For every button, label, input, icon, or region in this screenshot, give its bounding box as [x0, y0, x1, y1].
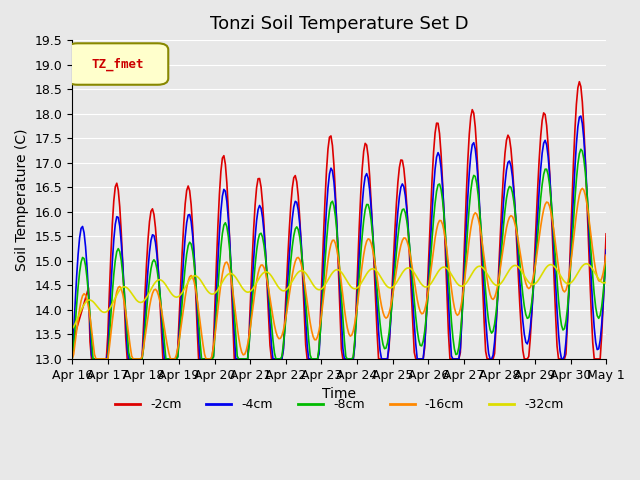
-16cm — [254, 270, 262, 276]
-32cm — [302, 270, 310, 276]
FancyBboxPatch shape — [67, 43, 168, 85]
X-axis label: Time: Time — [322, 387, 356, 401]
-2cm — [303, 356, 311, 362]
-2cm — [247, 292, 255, 298]
Text: TZ_fmet: TZ_fmet — [92, 58, 144, 71]
-32cm — [245, 289, 253, 295]
-32cm — [227, 271, 235, 276]
-8cm — [68, 356, 76, 362]
Line: -2cm: -2cm — [72, 82, 606, 359]
-16cm — [579, 185, 586, 191]
Line: -16cm: -16cm — [72, 188, 606, 359]
-2cm — [88, 356, 95, 362]
-16cm — [245, 333, 253, 338]
-4cm — [245, 339, 253, 345]
-2cm — [575, 79, 583, 84]
-2cm — [602, 231, 610, 237]
-2cm — [574, 85, 582, 91]
Line: -4cm: -4cm — [72, 116, 606, 359]
-16cm — [134, 356, 141, 362]
-4cm — [302, 316, 310, 322]
-32cm — [134, 298, 141, 304]
-8cm — [245, 341, 253, 347]
-2cm — [229, 320, 237, 326]
-4cm — [573, 141, 580, 147]
-2cm — [256, 176, 264, 181]
-4cm — [227, 269, 235, 275]
-8cm — [302, 299, 310, 305]
-16cm — [602, 252, 610, 258]
Legend: -2cm, -4cm, -8cm, -16cm, -32cm: -2cm, -4cm, -8cm, -16cm, -32cm — [110, 394, 568, 417]
-4cm — [68, 356, 76, 362]
-16cm — [68, 356, 76, 362]
-32cm — [254, 277, 262, 283]
-32cm — [573, 273, 580, 278]
-2cm — [135, 356, 143, 362]
-8cm — [577, 146, 585, 152]
-32cm — [68, 326, 76, 332]
-8cm — [573, 177, 580, 182]
-4cm — [254, 207, 262, 213]
-16cm — [302, 288, 310, 294]
-8cm — [254, 237, 262, 243]
Title: Tonzi Soil Temperature Set D: Tonzi Soil Temperature Set D — [210, 15, 468, 33]
Line: -32cm: -32cm — [72, 264, 606, 329]
-8cm — [602, 254, 610, 260]
-4cm — [602, 247, 610, 253]
-2cm — [68, 341, 76, 347]
-16cm — [573, 211, 580, 217]
-32cm — [583, 261, 591, 267]
Y-axis label: Soil Temperature (C): Soil Temperature (C) — [15, 128, 29, 271]
-16cm — [227, 277, 235, 283]
-8cm — [134, 356, 141, 362]
-8cm — [227, 267, 235, 273]
-4cm — [134, 356, 141, 362]
-4cm — [577, 113, 585, 119]
Line: -8cm: -8cm — [72, 149, 606, 359]
-32cm — [602, 279, 610, 285]
